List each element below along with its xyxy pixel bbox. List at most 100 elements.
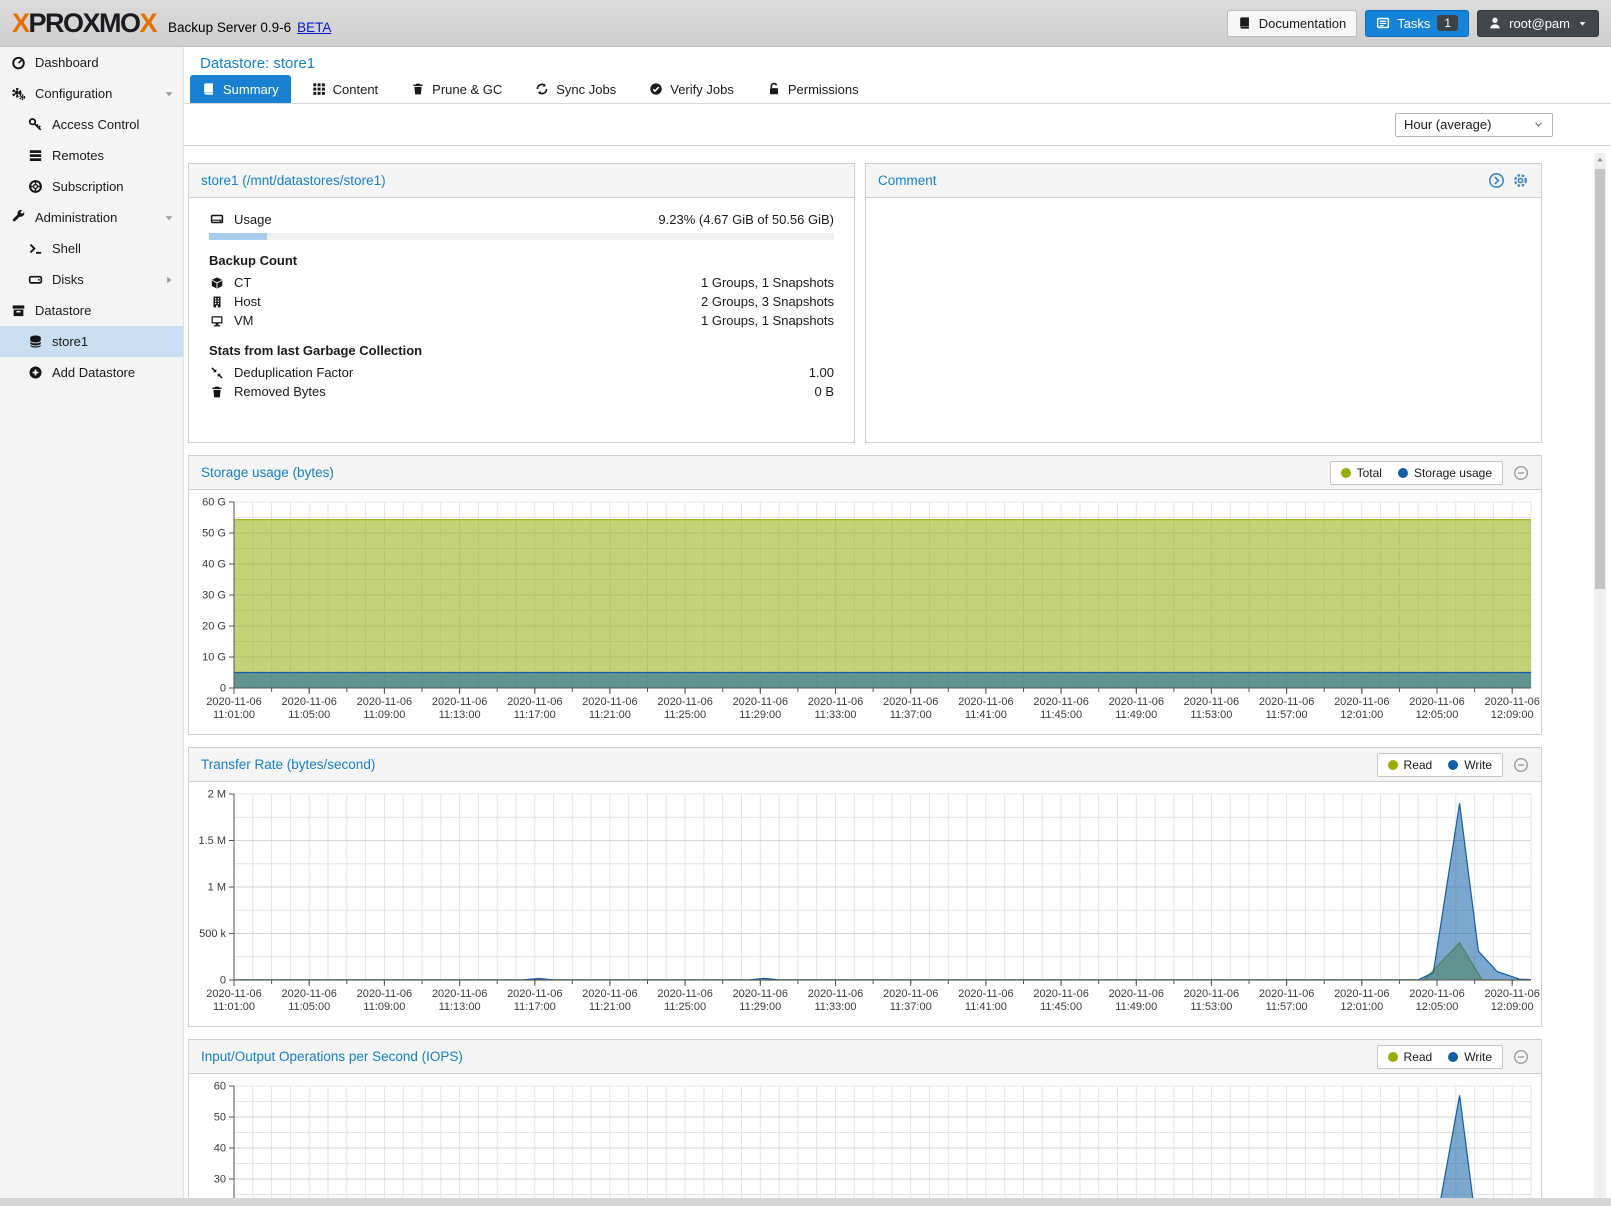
sidebar-item-configuration[interactable]: Configuration [0,78,183,109]
time-range-select[interactable]: Hour (average) [1395,112,1553,137]
legend-item-storage-usage[interactable]: Storage usage [1397,466,1492,480]
vertical-scrollbar[interactable] [1594,153,1606,1198]
tab-label: Verify Jobs [670,81,734,97]
collapse-chart-icon[interactable] [1513,465,1529,481]
iops-chart-header: Input/Output Operations per Second (IOPS… [189,1040,1541,1074]
sidebar-item-shell[interactable]: Shell [0,233,183,264]
svg-text:12:05:00: 12:05:00 [1416,1001,1459,1013]
svg-text:11:01:00: 11:01:00 [213,709,255,721]
legend-item-write[interactable]: Write [1448,758,1492,772]
svg-text:11:45:00: 11:45:00 [1040,709,1082,721]
legend-dot [1340,467,1351,478]
sidebar-item-access-control[interactable]: Access Control [0,109,183,140]
sidebar-item-subscription[interactable]: Subscription [0,171,183,202]
user-menu-button[interactable]: root@pam [1477,9,1599,37]
sidebar-item-administration[interactable]: Administration [0,202,183,233]
tasks-button[interactable]: Tasks 1 [1365,9,1470,37]
row-label: Host [234,294,261,309]
svg-text:11:33:00: 11:33:00 [814,709,856,721]
gear-icon[interactable] [1512,172,1529,189]
chevron-down-icon[interactable] [163,212,175,224]
svg-text:11:25:00: 11:25:00 [664,709,706,721]
svg-text:2020-11-06: 2020-11-06 [657,988,712,1000]
tab-verify-jobs[interactable]: Verify Jobs [637,75,746,103]
chevron-down-icon [1533,119,1544,130]
sidebar-item-datastore[interactable]: Datastore [0,295,183,326]
legend-label: Read [1403,1049,1433,1064]
tab-permissions[interactable]: Permissions [755,75,871,103]
svg-text:2020-11-06: 2020-11-06 [1334,696,1389,708]
datastore-info-panel-title: store1 (/mnt/datastores/store1) [201,173,386,188]
summary-scroll-area: store1 (/mnt/datastores/store1) Usage 9.… [184,153,1611,1198]
svg-text:11:49:00: 11:49:00 [1115,709,1157,721]
trash-icon [209,385,225,399]
scroll-up-arrow-icon[interactable] [1594,155,1606,165]
beta-link[interactable]: BETA [297,19,332,35]
legend-dot [1387,1051,1398,1062]
expand-circle-icon[interactable] [1488,172,1505,189]
sidebar-item-label: Disks [52,272,84,287]
task-list-icon [1376,16,1390,30]
tasks-count-badge: 1 [1437,15,1459,31]
tab-content[interactable]: Content [300,75,391,103]
sidebar-item-store1[interactable]: store1 [0,326,183,357]
chevron-down-icon [1577,18,1588,29]
lifering-icon [27,179,44,194]
svg-text:2020-11-06: 2020-11-06 [1409,988,1464,1000]
svg-text:11:13:00: 11:13:00 [439,709,481,721]
sidebar-item-label: Add Datastore [52,365,136,380]
sidebar-item-dashboard[interactable]: Dashboard [0,47,183,78]
legend-item-read[interactable]: Read [1387,1049,1433,1064]
collapse-chart-icon[interactable] [1513,757,1529,773]
svg-text:12:09:00: 12:09:00 [1491,709,1534,721]
svg-text:2020-11-06: 2020-11-06 [432,988,487,1000]
row-value: 1 Groups, 1 Snapshots [701,275,834,290]
storage-chart-legend: Total Storage usage [1329,460,1503,485]
legend-dot [1448,759,1459,770]
chevron-right-icon[interactable] [163,274,175,286]
legend-item-total[interactable]: Total [1340,465,1382,480]
svg-text:40 G: 40 G [202,559,226,571]
tab-prune-gc[interactable]: Prune & GC [399,75,514,103]
svg-text:2020-11-06: 2020-11-06 [1259,696,1314,708]
product-version-label: Backup Server 0.9-6 [168,19,292,35]
gc-stats-row-deduplication-factor: Deduplication Factor 1.00 [209,363,834,382]
key-icon [27,117,44,132]
svg-text:2020-11-06: 2020-11-06 [1259,988,1314,1000]
sidebar-item-disks[interactable]: Disks [0,264,183,295]
svg-text:2020-11-06: 2020-11-06 [1033,696,1088,708]
collapse-chart-icon[interactable] [1513,1049,1529,1065]
bottom-strip [0,1198,1611,1206]
tab-label: Permissions [787,81,859,97]
svg-text:2020-11-06: 2020-11-06 [1334,988,1389,1000]
svg-text:2020-11-06: 2020-11-06 [883,988,938,1000]
svg-text:12:05:00: 12:05:00 [1416,709,1459,721]
legend-item-read[interactable]: Read [1387,758,1432,772]
sidebar-item-label: Configuration [35,86,113,101]
svg-text:50: 50 [214,1112,226,1124]
usage-progress-fill [209,233,267,240]
iops-chart-title: Input/Output Operations per Second (IOPS… [201,1049,463,1064]
chevron-down-icon[interactable] [163,88,175,100]
legend-label: Total [1356,465,1382,480]
svg-text:11:21:00: 11:21:00 [589,1001,631,1013]
comment-panel-title: Comment [878,173,937,188]
svg-text:2020-11-06: 2020-11-06 [808,988,863,1000]
svg-text:1.5 M: 1.5 M [198,835,226,847]
gc-stats-heading: Stats from last Garbage Collection [209,343,423,358]
usage-value: 9.23% (4.67 GiB of 50.56 GiB) [658,211,834,227]
scrollbar-thumb[interactable] [1595,169,1605,589]
tab-summary[interactable]: Summary [190,75,291,103]
backup-count-heading: Backup Count [209,253,298,268]
tab-sync-jobs[interactable]: Sync Jobs [523,75,628,103]
tab-bar: Summary Content Prune & GC Sync Jobs Verify … [184,75,1611,104]
rows-icon [27,148,44,163]
svg-text:500 k: 500 k [199,928,226,940]
sidebar-item-remotes[interactable]: Remotes [0,140,183,171]
documentation-button[interactable]: Documentation [1226,9,1358,37]
sidebar-item-add-datastore[interactable]: Add Datastore [0,357,183,388]
svg-text:11:53:00: 11:53:00 [1190,709,1232,721]
legend-item-write[interactable]: Write [1448,1050,1492,1064]
svg-text:30 G: 30 G [202,590,226,602]
username-label: root@pam [1509,15,1570,31]
